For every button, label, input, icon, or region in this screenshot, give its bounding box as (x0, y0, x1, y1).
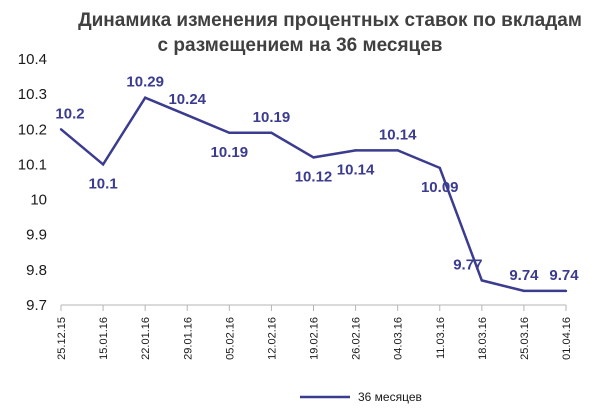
y-tick-label: 9.9 (26, 227, 47, 244)
y-tick-label: 10.2 (18, 121, 47, 138)
series-group (59, 96, 568, 293)
x-tick-label: 26.02.16 (351, 317, 363, 360)
data-point (143, 96, 147, 99)
x-tick-label: 22.01.16 (140, 317, 152, 360)
data-point (522, 289, 526, 293)
series-line-36-months (60, 96, 566, 293)
chart-title: Динамика изменения процентных ставок по … (78, 10, 582, 56)
y-axis: 9.7 9.8 9.9 10 10.1 10.2 10.3 10.4 (18, 51, 47, 314)
x-tick-label: 11.03.16 (435, 317, 447, 359)
data-label: 9.77 (453, 256, 482, 273)
data-point (564, 289, 568, 293)
data-point (354, 149, 357, 152)
legend-label: 36 месяцев (358, 390, 422, 404)
y-tick-label: 10.4 (18, 51, 47, 68)
y-tick-label: 10.3 (18, 86, 47, 103)
data-label: 10.1 (88, 175, 117, 192)
x-tick-label: 12.02.16 (266, 317, 278, 360)
x-tick-label: 25.12.15 (56, 317, 68, 360)
data-label: 10.12 (295, 168, 333, 185)
x-tick-label: 01.04.16 (561, 317, 573, 360)
x-tick-label: 25.03.16 (519, 317, 531, 360)
data-point (312, 156, 315, 159)
data-label: 10.2 (55, 105, 84, 122)
x-tick-label: 19.02.16 (309, 317, 321, 360)
y-tick-label: 9.8 (26, 262, 47, 279)
data-label: 10.19 (253, 109, 291, 126)
data-label: 10.14 (337, 161, 375, 178)
x-axis: 25.12.15 15.01.16 22.01.16 29.01.16 05.02.16… (56, 304, 573, 360)
x-tick-label: 05.02.16 (224, 317, 236, 360)
y-tick-label: 9.7 (26, 297, 47, 314)
data-point (101, 163, 105, 166)
x-tick-label: 15.01.16 (98, 317, 110, 360)
chart-title-line-2: с размещением на 36 месяцев (158, 35, 443, 56)
data-label: 9.74 (549, 267, 579, 284)
data-point (186, 114, 189, 117)
legend: 36 месяцев (300, 390, 422, 404)
data-point (270, 131, 273, 134)
chart-title-line-1: Динамика изменения процентных ставок по … (78, 10, 582, 31)
data-label: 10.19 (211, 144, 249, 161)
data-label: 10.09 (421, 179, 459, 196)
data-label: 10.24 (168, 91, 206, 108)
data-point (228, 131, 231, 134)
y-tick-label: 10 (30, 192, 47, 209)
data-label: 9.74 (509, 267, 539, 284)
y-tick-label: 10.1 (18, 156, 47, 173)
data-point (438, 166, 441, 170)
x-tick-label: 18.03.16 (477, 317, 489, 360)
data-point (396, 149, 399, 152)
x-tick-label: 29.01.16 (182, 317, 194, 360)
data-label: 10.14 (379, 126, 417, 143)
data-label: 10.29 (126, 74, 164, 91)
data-point (480, 279, 484, 282)
data-point (59, 128, 63, 131)
x-tick-label: 04.03.16 (393, 317, 405, 360)
